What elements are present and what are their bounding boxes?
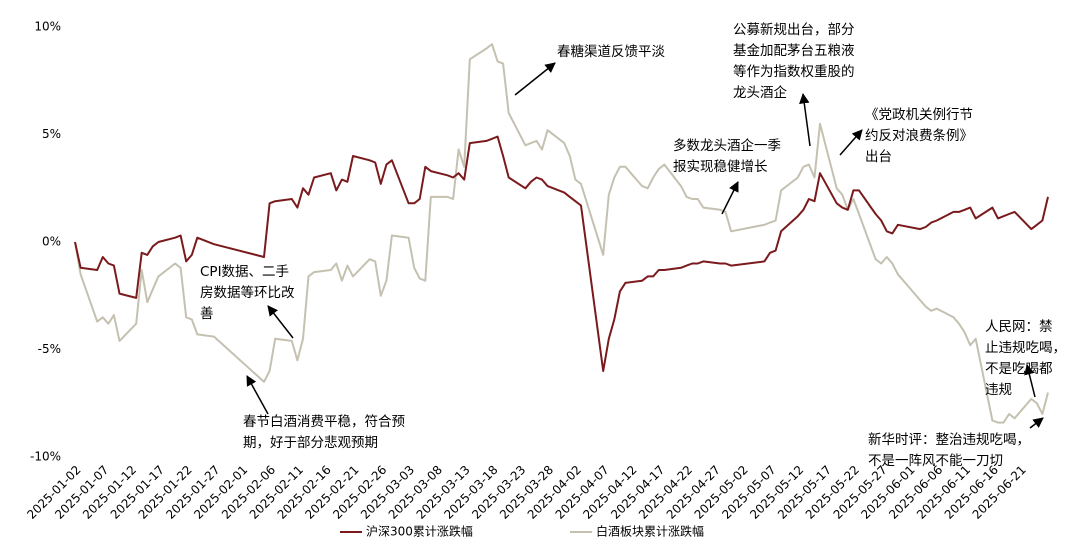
legend-label: 白酒板块累计涨跌幅: [596, 524, 704, 539]
y-tick-label: 0%: [42, 235, 61, 249]
annotation: 等作为指数权重股的: [733, 63, 855, 80]
annotation-arrow: [514, 62, 556, 96]
annotation: 人民网：禁: [985, 319, 1053, 335]
annotation: 期，好于部分悲观预期: [243, 434, 378, 451]
annotation: 不是吃喝都: [985, 361, 1053, 377]
annotation: 龙头酒企: [733, 84, 787, 101]
annotation: 《党政机关例行节: [865, 107, 973, 123]
annotation: 报实现稳健增长: [673, 159, 768, 175]
y-tick-label: -10%: [30, 450, 61, 464]
annotation: 约反对浪费条例》: [865, 127, 973, 144]
annotation-arrow: [1029, 417, 1044, 429]
annotation: 善: [200, 306, 214, 322]
legend-label: 沪深300累计涨跌幅: [366, 524, 473, 539]
annotation-arrow: [267, 305, 294, 339]
annotation-arrow: [1024, 363, 1036, 398]
annotation: CPI数据、二手: [200, 264, 289, 280]
annotation-arrow: [839, 129, 863, 156]
annotation: 春糖渠道反馈平淡: [557, 44, 665, 60]
annotation: 止违规吃喝，: [985, 340, 1066, 356]
annotation: 多数龙头酒企一季: [673, 137, 781, 154]
annotation: 房数据等环比改: [200, 284, 295, 301]
annotation: 违规: [985, 382, 1012, 398]
annotation: 公募新规出台，部分: [733, 22, 855, 38]
annotation: 春节白酒消费平稳，符合预: [243, 414, 405, 430]
series-line: [74, 135, 1049, 372]
y-tick-label: -5%: [38, 342, 61, 356]
annotation: 不是一阵风不能一刀切: [868, 453, 1003, 469]
annotation: 基金加配茅台五粮液: [733, 42, 855, 59]
y-tick-label: 5%: [42, 127, 61, 141]
y-tick-label: 10%: [34, 20, 61, 34]
annotation-arrow: [721, 181, 739, 215]
series-line: [74, 43, 1049, 424]
annotation-arrow: [799, 92, 811, 147]
annotation: 出台: [865, 149, 892, 165]
annotation-arrow: [246, 375, 269, 415]
annotation: 新华时评：整治违规吃喝，: [868, 432, 1030, 448]
